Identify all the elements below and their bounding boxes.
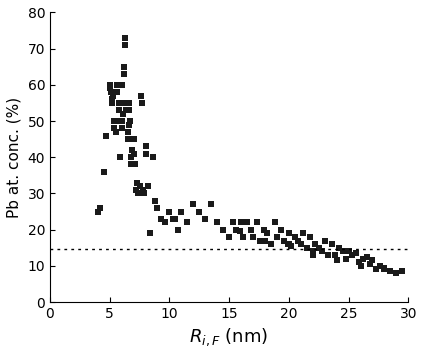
Y-axis label: Pb at. conc. (%): Pb at. conc. (%) [7, 97, 22, 218]
X-axis label: $R_{i,F}$ (nm): $R_{i,F}$ (nm) [190, 327, 269, 348]
